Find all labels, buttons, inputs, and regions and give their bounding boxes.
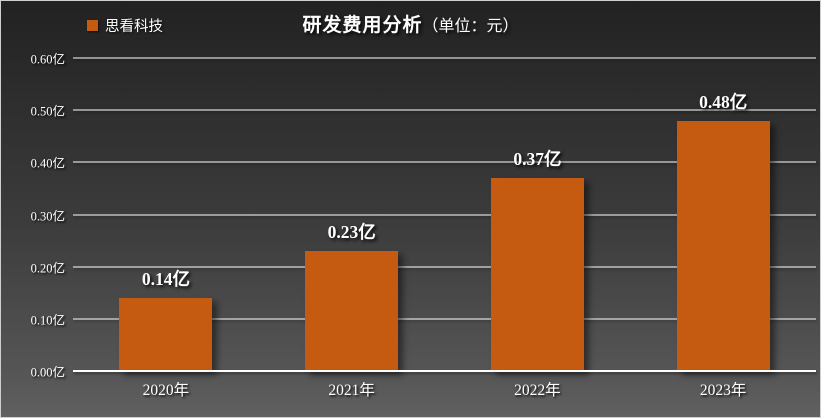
gridline	[73, 57, 816, 59]
chart-legend: 思看科技	[87, 15, 163, 36]
x-tick-label: 2023年	[699, 382, 747, 399]
bar-column-2020年: 0.14亿	[73, 58, 259, 371]
bar-value-label: 0.48亿	[699, 91, 748, 112]
x-tick-label: 2022年	[514, 382, 561, 399]
bar-2023年	[676, 120, 770, 371]
x-tick-label: 2020年	[142, 382, 190, 399]
gridline	[73, 266, 816, 268]
y-tick-label: 0.30亿	[30, 209, 65, 223]
y-tick-label: 0.00亿	[30, 365, 65, 380]
y-tick-label: 0.50亿	[30, 104, 65, 119]
bar-column-2021年: 0.23亿	[259, 58, 445, 371]
gridline	[73, 318, 816, 320]
chart-title-main: 研发费用分析	[302, 15, 423, 36]
y-tick-label: 0.60亿	[30, 52, 65, 67]
bar-value-label: 0.23亿	[327, 222, 376, 243]
chart-title-unit: （单位：元）	[422, 18, 519, 35]
legend-swatch-icon	[87, 20, 98, 31]
x-axis-line	[73, 370, 816, 372]
bar-column-2023年: 0.48亿	[630, 58, 816, 371]
gridline	[73, 109, 816, 111]
chart-title: 研发费用分析（单位：元）	[1, 10, 820, 37]
plot-area: 0.14亿 0.23亿 0.37亿 0.48亿 0.00亿 0.10亿 0.20亿 0.30…	[31, 53, 816, 380]
gridline	[73, 214, 816, 215]
bar-2022年	[490, 177, 584, 371]
y-tick-label: 0.20亿	[30, 261, 65, 276]
x-axis-labels: 2020年 2021年 2022年 2023年	[73, 378, 816, 400]
y-tick-label: 0.40亿	[30, 156, 65, 171]
bar-2021年	[305, 251, 399, 371]
bar-value-label: 0.14亿	[141, 268, 190, 289]
bar-2020年	[119, 297, 213, 371]
bar-value-label: 0.37亿	[513, 148, 562, 169]
bar-column-2022年: 0.37亿	[445, 58, 631, 371]
gridline	[73, 161, 816, 163]
y-tick-label: 0.10亿	[30, 313, 65, 328]
legend-series-label: 思看科技	[105, 19, 163, 35]
bars-row: 0.14亿 0.23亿 0.37亿 0.48亿	[73, 58, 816, 371]
x-tick-label: 2021年	[328, 382, 375, 399]
